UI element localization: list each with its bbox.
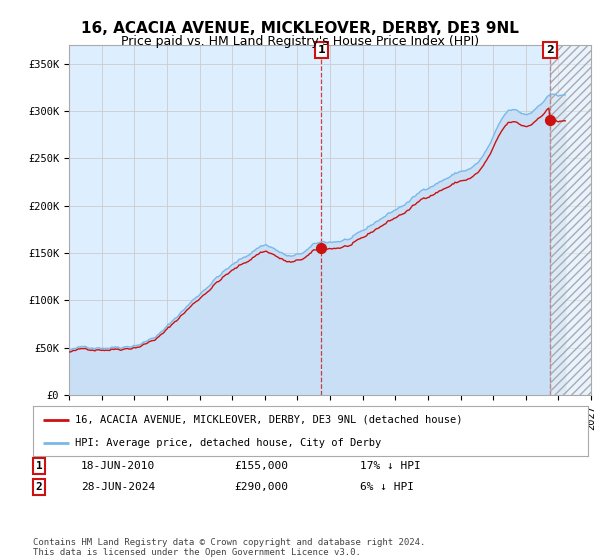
- Text: 16, ACACIA AVENUE, MICKLEOVER, DERBY, DE3 9NL: 16, ACACIA AVENUE, MICKLEOVER, DERBY, DE…: [81, 21, 519, 36]
- Text: 28-JUN-2024: 28-JUN-2024: [81, 482, 155, 492]
- Text: £155,000: £155,000: [234, 461, 288, 471]
- Text: 16, ACACIA AVENUE, MICKLEOVER, DERBY, DE3 9NL (detached house): 16, ACACIA AVENUE, MICKLEOVER, DERBY, DE…: [74, 414, 462, 424]
- Text: HPI: Average price, detached house, City of Derby: HPI: Average price, detached house, City…: [74, 438, 381, 448]
- Text: Price paid vs. HM Land Registry's House Price Index (HPI): Price paid vs. HM Land Registry's House …: [121, 35, 479, 48]
- Text: 17% ↓ HPI: 17% ↓ HPI: [360, 461, 421, 471]
- Text: 2: 2: [35, 482, 43, 492]
- Point: [316, 244, 326, 253]
- Text: 1: 1: [317, 45, 325, 55]
- Text: 2: 2: [546, 45, 554, 55]
- Text: 18-JUN-2010: 18-JUN-2010: [81, 461, 155, 471]
- Text: 6% ↓ HPI: 6% ↓ HPI: [360, 482, 414, 492]
- Text: Contains HM Land Registry data © Crown copyright and database right 2024.
This d: Contains HM Land Registry data © Crown c…: [33, 538, 425, 557]
- Text: £290,000: £290,000: [234, 482, 288, 492]
- Text: 1: 1: [35, 461, 43, 471]
- Point: [545, 116, 555, 125]
